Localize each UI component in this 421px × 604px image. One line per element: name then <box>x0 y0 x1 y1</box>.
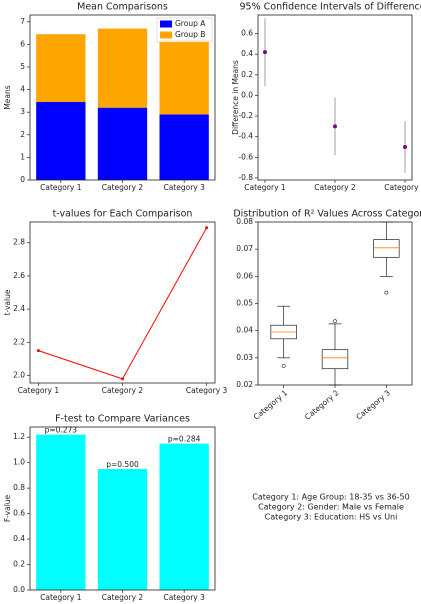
y-tick-label: 0.6 <box>241 29 253 38</box>
legend-label: Group A <box>175 19 206 28</box>
plot-frame <box>257 14 413 181</box>
y-tick-label: 2.2 <box>13 337 25 346</box>
y-axis-label: Means <box>3 85 12 109</box>
y-tick-label: 0.4 <box>13 534 25 543</box>
legend-swatch <box>160 20 172 28</box>
outlier <box>384 290 389 295</box>
y-tick-label: 0.4 <box>241 49 253 58</box>
y-tick-label: 7 <box>20 17 25 26</box>
y-tick-label: -0.6 <box>238 152 253 161</box>
y-tick-label: 0.6 <box>13 509 25 518</box>
chart-title: F-test to Compare Variances <box>55 414 190 425</box>
chart-title: t-values for Each Comparison <box>53 209 193 220</box>
point <box>205 226 209 230</box>
y-tick-label: 2.6 <box>13 271 25 280</box>
point <box>121 377 124 381</box>
bar-segment <box>159 39 209 115</box>
box <box>373 239 400 258</box>
point <box>263 50 267 55</box>
y-axis-label: Difference in Means <box>231 60 240 135</box>
bar-segment <box>36 102 86 180</box>
x-tick-label: Category 3 <box>186 386 228 395</box>
y-tick-label: 0 <box>20 175 25 184</box>
outlier <box>333 319 337 324</box>
y-tick-label: 0.06 <box>236 271 253 280</box>
x-tick-label: Category 3 <box>354 388 392 422</box>
note-line: Category 2: Gender: Male vs Female <box>258 503 404 512</box>
bar-annotation: p=0.284 <box>168 435 201 444</box>
y-tick-label: 0.05 <box>236 299 253 308</box>
x-tick-label: Category 2 <box>314 183 356 192</box>
y-tick-label: 6 <box>20 39 25 48</box>
box <box>321 349 349 370</box>
y-tick-label: 0.04 <box>236 326 253 335</box>
bar-segment <box>97 28 148 108</box>
y-tick-label: -0.4 <box>238 132 253 141</box>
y-tick-label: 0.07 <box>236 244 253 253</box>
y-tick-label: -0.2 <box>238 111 253 120</box>
y-tick-label: 0.8 <box>13 483 25 492</box>
y-tick-label: 1 <box>20 152 25 161</box>
legend-label: Group B <box>175 30 205 39</box>
x-tick-label: Category 1 <box>244 183 286 192</box>
x-tick-label: Category 2 <box>102 593 144 602</box>
y-tick-label: 2.0 <box>13 371 25 380</box>
bar-segment <box>97 107 148 180</box>
bar-annotation: p=0.273 <box>45 426 78 435</box>
legend-swatch <box>160 31 172 39</box>
x-tick-label: Category 1 <box>40 183 82 192</box>
plot-frame <box>29 426 216 591</box>
outlier <box>281 364 286 368</box>
y-axis-label: F-value <box>3 494 12 522</box>
point <box>403 145 407 149</box>
y-tick-label: 0.2 <box>13 560 25 569</box>
y-tick-label: 0.02 <box>236 380 253 389</box>
y-tick-label: 5 <box>20 62 25 71</box>
y-tick-label: 0.0 <box>241 90 253 99</box>
y-tick-label: -0.8 <box>238 173 253 182</box>
x-tick-label: Category 1 <box>252 388 290 422</box>
x-tick-label: Category 2 <box>303 388 341 422</box>
plot-frame <box>29 14 216 181</box>
y-tick-label: 1.2 <box>13 432 25 441</box>
note-line: Category 3: Education: HS vs Uni <box>265 513 398 522</box>
y-tick-label: 2.8 <box>13 238 25 247</box>
bar <box>36 434 86 590</box>
y-tick-label: 2 <box>20 130 25 139</box>
line <box>38 227 208 380</box>
point <box>36 349 40 353</box>
x-tick-label: Category 2 <box>102 386 144 395</box>
plot-frame <box>257 221 413 386</box>
note-line: Category 1: Age Group: 18-35 vs 36-50 <box>252 493 410 502</box>
y-axis-label: t-value <box>3 289 12 315</box>
bar-segment <box>36 34 86 103</box>
x-tick-label: Category 2 <box>102 183 144 192</box>
chart-title: 95% Confidence Intervals of Differences <box>239 2 421 13</box>
point <box>333 124 337 129</box>
bar <box>97 469 148 590</box>
x-tick-label: Category 3 <box>163 183 205 192</box>
plot-frame <box>29 221 216 384</box>
y-tick-label: 0.03 <box>236 353 253 362</box>
x-tick-label: Category 1 <box>18 386 60 395</box>
y-tick-label: 0.2 <box>241 70 253 79</box>
y-tick-label: 4 <box>20 85 25 94</box>
y-tick-label: 0.08 <box>236 217 253 226</box>
y-tick-label: 3 <box>20 107 25 116</box>
chart-title: Mean Comparisons <box>77 2 168 13</box>
chart-title: Distribution of R² Values Across Categor… <box>233 209 421 220</box>
x-tick-label: Category 3 <box>384 183 421 192</box>
y-tick-label: 2.4 <box>13 304 25 313</box>
x-tick-label: Category 1 <box>40 593 82 602</box>
x-tick-label: Category 3 <box>163 593 205 602</box>
y-tick-label: 0.0 <box>13 585 25 594</box>
bar-segment <box>159 114 209 180</box>
bar-annotation: p=0.500 <box>106 460 139 469</box>
y-tick-label: 1.0 <box>13 458 25 467</box>
bar <box>159 443 209 590</box>
